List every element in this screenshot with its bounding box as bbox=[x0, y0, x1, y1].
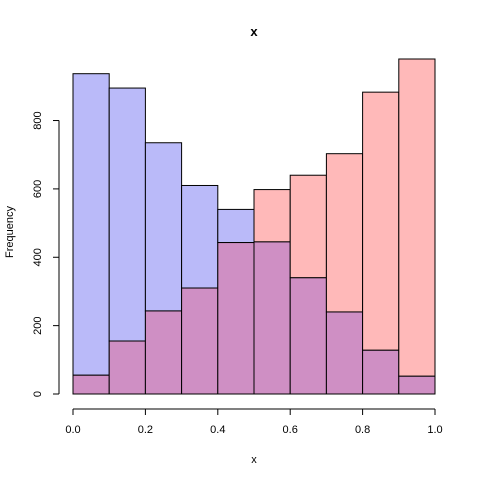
bar-overlap-3 bbox=[181, 287, 219, 395]
bar-series2-6 bbox=[289, 174, 327, 279]
bar-overlap-4 bbox=[217, 242, 255, 395]
y-tick-label-3: 600 bbox=[32, 180, 44, 198]
bar-overlap-8 bbox=[362, 349, 400, 395]
bar-series1-0 bbox=[72, 73, 110, 376]
bar-series2-8 bbox=[362, 91, 400, 351]
bar-series2-9 bbox=[398, 58, 436, 377]
x-tick-label-3: 0.6 bbox=[283, 424, 298, 436]
y-tick-label-0: 0 bbox=[32, 391, 44, 397]
y-tick-label-4: 800 bbox=[32, 111, 44, 129]
y-axis: 0 200 400 600 800 bbox=[32, 111, 60, 397]
bar-overlap-6 bbox=[289, 277, 327, 395]
bar-series2-5 bbox=[253, 189, 291, 243]
y-tick-label-2: 400 bbox=[32, 248, 44, 266]
x-axis: 0.0 0.2 0.4 0.6 0.8 1.0 bbox=[65, 408, 443, 436]
y-tick-label-1: 200 bbox=[32, 316, 44, 334]
bar-overlap-9 bbox=[398, 375, 436, 395]
x-tick-label-2: 0.4 bbox=[210, 424, 225, 436]
x-tick-label-5: 1.0 bbox=[427, 424, 442, 436]
bars-group bbox=[72, 58, 436, 395]
bar-overlap-0 bbox=[72, 374, 110, 395]
bar-overlap-2 bbox=[144, 310, 183, 395]
bar-overlap-7 bbox=[325, 311, 364, 395]
x-tick-label-1: 0.2 bbox=[138, 424, 153, 436]
x-axis-label: x bbox=[251, 454, 257, 466]
x-tick-label-4: 0.8 bbox=[355, 424, 370, 436]
y-axis-label: Frequency bbox=[4, 206, 16, 258]
bar-series1-3 bbox=[181, 184, 219, 289]
bar-series2-7 bbox=[325, 153, 364, 313]
x-tick-label-0: 0.0 bbox=[65, 424, 80, 436]
bar-series1-1 bbox=[108, 87, 146, 342]
bar-overlap-5 bbox=[253, 241, 291, 395]
chart-title: x bbox=[250, 24, 258, 39]
bar-overlap-1 bbox=[108, 340, 146, 395]
bar-series1-2 bbox=[144, 142, 183, 312]
bar-series1-4 bbox=[217, 208, 255, 244]
